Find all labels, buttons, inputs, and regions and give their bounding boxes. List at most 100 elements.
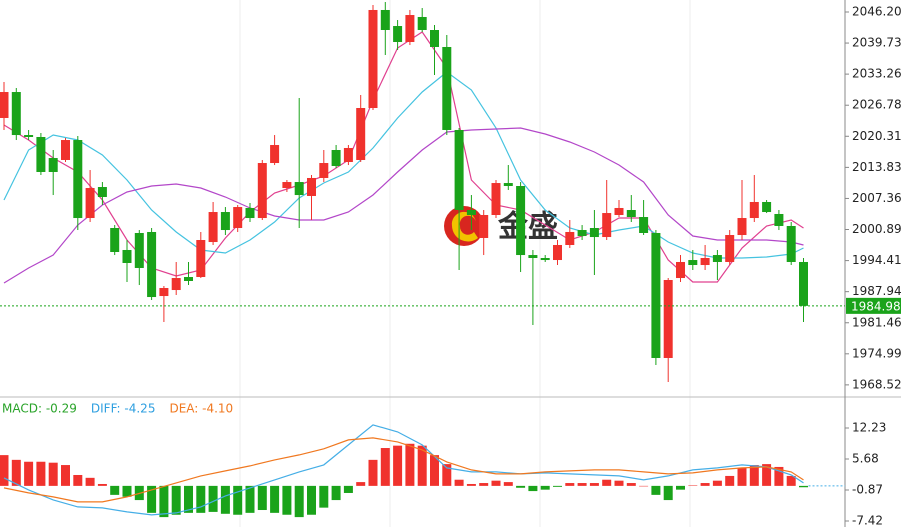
macd-bar: [540, 485, 550, 490]
macd-bar: [417, 445, 427, 486]
macd-bar: [626, 483, 636, 486]
candle-body: [602, 213, 612, 238]
macd-bar: [725, 475, 735, 486]
y-tick-label: 2007.36: [852, 191, 901, 205]
indicator-line: [3, 424, 804, 516]
last-price-label: 1984.98: [851, 299, 901, 313]
macd-bar: [147, 485, 157, 513]
macd-bar: [676, 485, 685, 490]
candle-body: [454, 129, 464, 211]
macd-bar: [639, 485, 649, 487]
macd-bar: [294, 485, 304, 518]
macd-bar: [442, 464, 452, 486]
candle-body: [442, 46, 452, 130]
candle-body: [565, 231, 575, 245]
candle-body: [257, 163, 267, 219]
y-tick-label: 2039.73: [852, 36, 901, 50]
macd-bar: [233, 485, 243, 515]
candle-body: [282, 182, 292, 189]
macd-bar: [602, 479, 612, 486]
candle-body: [774, 213, 784, 226]
candle-body: [184, 277, 193, 281]
grid: [239, 0, 691, 527]
candle-body: [110, 228, 120, 253]
candle-body: [663, 279, 673, 358]
last-price-box: [846, 297, 901, 314]
macd-bar: [171, 485, 181, 515]
macd-bar: [73, 474, 83, 486]
macd-bar: [700, 483, 710, 486]
candle-body: [331, 150, 341, 166]
macd-legend: MACD: -0.29 DIFF: -4.25 DEA: -4.10: [2, 402, 233, 416]
macd-bar: [307, 485, 316, 515]
macd-bar: [368, 459, 378, 486]
macd-bar: [430, 455, 439, 486]
watermark: 金盛: [444, 206, 558, 246]
macd-bar: [589, 483, 599, 486]
candle-body: [553, 244, 562, 261]
macd-bar: [503, 482, 513, 486]
y-tick-label: 2026.78: [852, 98, 901, 112]
y-tick-label: 2013.83: [852, 160, 901, 174]
macd-bar: [405, 443, 415, 486]
y-tick-label: 12.23: [852, 421, 886, 435]
macd-bar: [245, 485, 255, 513]
candle-body: [676, 261, 685, 279]
candle-body: [417, 16, 427, 31]
macd-bar: [270, 485, 280, 513]
macd-bar: [159, 485, 169, 518]
macd-bar: [97, 483, 107, 486]
macd-bar: [110, 485, 120, 495]
macd-bar: [61, 465, 70, 486]
macd-bar: [0, 455, 9, 486]
macd-bar: [577, 483, 587, 486]
macd-bar: [663, 485, 673, 501]
candle-body: [220, 212, 230, 231]
candle-body: [749, 201, 759, 219]
candle-body: [626, 210, 636, 218]
y-tick-label: -7.42: [852, 513, 883, 527]
macd-bar: [380, 448, 390, 486]
y-tick-label: 1981.46: [852, 315, 901, 329]
candle-body: [577, 230, 587, 237]
candle-body: [208, 212, 218, 243]
logo-swirl: [451, 211, 478, 242]
candle-body: [0, 92, 9, 118]
y-tick-label: 2046.20: [852, 5, 901, 19]
macd-bar: [282, 485, 292, 515]
candle-body: [430, 30, 439, 47]
candle-body: [356, 108, 366, 160]
candle-body: [479, 214, 489, 238]
candle-body: [405, 15, 415, 43]
macd-bar: [208, 485, 218, 512]
candle-body: [85, 188, 95, 219]
candle-body: [651, 232, 661, 358]
candle-body: [343, 147, 353, 163]
legend-entry: MACD: -0.29: [2, 402, 77, 416]
macd-bar: [11, 459, 21, 486]
candle-body: [380, 9, 390, 31]
macd-bar: [319, 485, 329, 508]
y-tick-label: 1968.52: [852, 377, 901, 391]
candle-body: [48, 158, 58, 172]
macd-bar: [565, 483, 575, 486]
macd-bar: [454, 479, 464, 486]
y-tick-label: 1987.94: [852, 284, 901, 298]
candle-body: [73, 140, 83, 219]
y-tick-label: 1974.99: [852, 346, 901, 360]
candle-body: [762, 201, 772, 213]
candle-body: [171, 278, 181, 291]
candle-body: [614, 207, 624, 215]
candle-body: [466, 210, 476, 215]
y-tick-label: 1994.41: [852, 253, 901, 267]
macd-bar: [553, 485, 562, 487]
macd-bar: [343, 485, 353, 493]
candle-body: [700, 258, 710, 266]
candle-body: [540, 258, 550, 261]
y-tick-label: -0.87: [852, 482, 883, 496]
macd-bar: [36, 461, 46, 486]
y-tick-label: 2033.26: [852, 67, 901, 81]
legend-entry: DEA: -4.10: [169, 402, 233, 416]
macd-bar: [491, 480, 501, 486]
macd-bar: [196, 485, 206, 513]
